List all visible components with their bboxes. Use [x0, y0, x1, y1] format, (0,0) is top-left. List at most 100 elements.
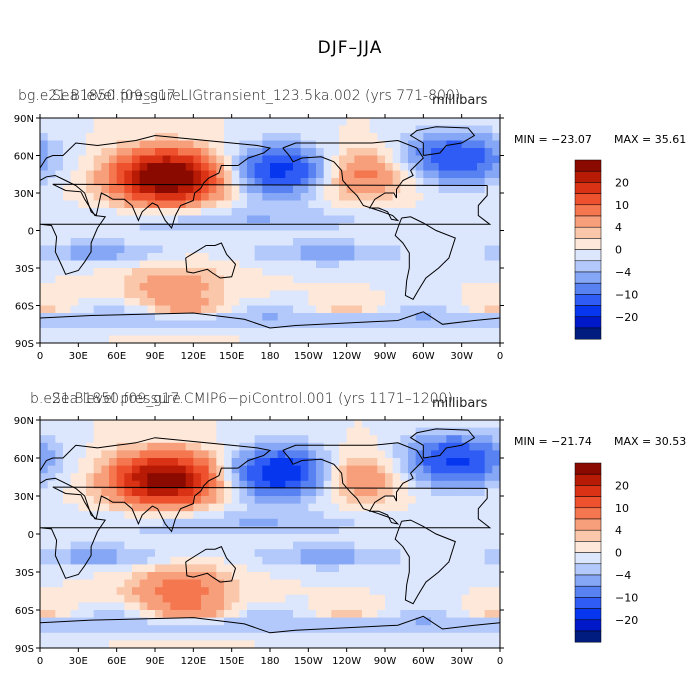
field-cell: [162, 170, 171, 179]
field-cell: [116, 298, 125, 307]
field-cell: [185, 420, 194, 429]
field-cell: [277, 140, 286, 149]
field-cell: [308, 245, 317, 254]
field-cell: [423, 298, 432, 307]
field-cell: [47, 170, 56, 179]
field-cell: [40, 313, 49, 322]
field-cell: [47, 148, 56, 157]
field-cell: [492, 587, 500, 596]
field-cell: [93, 488, 102, 497]
field-cell: [477, 518, 486, 527]
field-cell: [40, 283, 49, 292]
field-cell: [55, 579, 64, 588]
field-cell: [277, 253, 286, 262]
field-cell: [454, 155, 463, 164]
field-cell: [369, 632, 378, 641]
field-cell: [55, 594, 64, 603]
colorbar-swatch: [574, 282, 602, 295]
field-cell: [147, 268, 156, 277]
field-cell: [362, 496, 371, 505]
field-cell: [162, 549, 171, 558]
field-cell: [323, 185, 332, 194]
field-cell: [247, 290, 256, 299]
field-cell: [147, 556, 156, 565]
field-cell: [170, 313, 179, 322]
field-cell: [208, 617, 217, 626]
field-cell: [201, 518, 210, 527]
field-cell: [400, 587, 409, 596]
field-cell: [415, 200, 424, 209]
field-cell: [116, 488, 125, 497]
field-cell: [78, 230, 87, 239]
field-cell: [132, 170, 141, 179]
field-cell: [308, 283, 317, 292]
field-cell: [78, 587, 87, 596]
field-cell: [147, 610, 156, 619]
field-cell: [78, 118, 87, 127]
field-cell: [70, 215, 79, 224]
field-cell: [323, 435, 332, 444]
field-cell: [201, 313, 210, 322]
field-cell: [400, 534, 409, 543]
field-cell: [208, 155, 217, 164]
field-cell: [484, 125, 493, 134]
field-cell: [231, 133, 240, 142]
panel-2-min: MIN = −21.74: [514, 435, 592, 448]
field-cell: [170, 283, 179, 292]
field-cell: [201, 435, 210, 444]
field-cell: [55, 480, 64, 489]
field-cell: [78, 290, 87, 299]
field-cell: [247, 193, 256, 202]
field-cell: [438, 328, 447, 337]
field-cell: [93, 503, 102, 512]
field-cell: [438, 488, 447, 497]
field-cell: [216, 617, 225, 626]
field-cell: [400, 133, 409, 142]
field-cell: [385, 178, 394, 187]
field-cell: [78, 178, 87, 187]
field-cell: [216, 290, 225, 299]
field-cell: [86, 193, 95, 202]
field-cell: [270, 518, 279, 527]
field-cell: [346, 193, 355, 202]
field-cell: [155, 245, 164, 254]
field-cell: [40, 602, 49, 611]
field-cell: [293, 442, 302, 451]
field-cell: [116, 602, 125, 611]
field-cell: [70, 305, 79, 314]
field-cell: [247, 200, 256, 209]
field-cell: [293, 556, 302, 565]
field-cell: [262, 245, 271, 254]
field-cell: [86, 290, 95, 299]
field-cell: [101, 290, 110, 299]
field-cell: [354, 200, 363, 209]
field-cell: [408, 450, 417, 459]
field-cell: [101, 163, 110, 172]
field-cell: [285, 275, 294, 284]
panel-1-case-label: bg.e21.B1850.f09_g17.LIGtransient_123.5k…: [18, 88, 461, 104]
field-cell: [362, 193, 371, 202]
field-cell: [392, 260, 401, 269]
field-cell: [147, 170, 156, 179]
field-cell: [331, 163, 340, 172]
field-cell: [101, 450, 110, 459]
field-cell: [40, 140, 49, 149]
field-cell: [270, 253, 279, 262]
field-cell: [423, 564, 432, 573]
colorbar-swatch: [574, 238, 602, 250]
field-cell: [369, 215, 378, 224]
field-cell: [300, 260, 309, 269]
field-cell: [300, 427, 309, 436]
field-cell: [270, 587, 279, 596]
field-cell: [300, 564, 309, 573]
colorbar-swatch: [574, 541, 602, 553]
field-cell: [93, 125, 102, 134]
field-cell: [193, 549, 202, 558]
field-cell: [446, 587, 455, 596]
field-cell: [354, 473, 363, 482]
field-cell: [316, 283, 325, 292]
field-cell: [208, 587, 217, 596]
field-cell: [116, 511, 125, 520]
field-cell: [40, 442, 49, 451]
field-cell: [400, 238, 409, 247]
